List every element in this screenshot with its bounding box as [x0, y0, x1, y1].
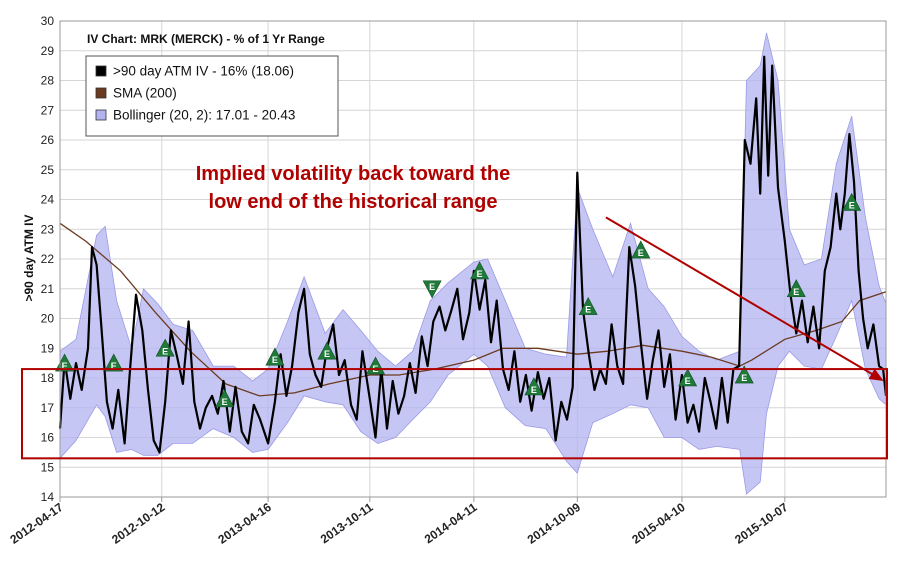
earnings-marker-label: E: [222, 397, 228, 407]
earnings-marker: E: [524, 377, 544, 396]
earnings-marker-label: E: [62, 361, 68, 371]
earnings-marker-triangle: [678, 368, 698, 387]
y-tick-label: 26: [41, 133, 55, 147]
annotation-arrow-line: [605, 216, 875, 376]
annotation-text: Implied volatility back toward the: [196, 163, 511, 185]
sma-line: [59, 222, 887, 397]
highlight-box: [21, 368, 888, 460]
annotation-arrow-head: [868, 368, 884, 381]
y-tick-label: 16: [41, 431, 55, 445]
y-tick-label: 28: [41, 74, 55, 88]
earnings-marker-triangle: [422, 280, 442, 299]
earnings-marker-label: E: [793, 287, 799, 297]
legend-label: >90 day ATM IV - 16% (18.06): [113, 64, 294, 79]
earnings-marker: E: [155, 338, 175, 357]
iv-series: [58, 55, 888, 454]
earnings-marker: E: [215, 389, 235, 408]
earnings-marker-triangle: [524, 377, 544, 396]
y-tick-label: 18: [41, 371, 55, 385]
earnings-marker-label: E: [585, 305, 591, 315]
earnings-marker-triangle: [265, 347, 285, 366]
earnings-marker: E: [631, 240, 651, 259]
legend-swatch: [95, 65, 107, 77]
earnings-marker-label: E: [741, 373, 747, 383]
earnings-marker-label: E: [324, 349, 330, 359]
earnings-marker-label: E: [477, 269, 483, 279]
earnings-marker-label: E: [272, 355, 278, 365]
legend: >90 day ATM IV - 16% (18.06) SMA (200) Bol…: [85, 55, 339, 137]
earnings-marker-triangle: [155, 338, 175, 357]
x-axis-ticks: 2012-04-17 2012-10-12 2013-04-16 2013-10-11…: [7, 500, 790, 547]
y-tick-label: 30: [41, 14, 55, 28]
earnings-marker-triangle: [470, 261, 490, 280]
y-tick-label: 24: [41, 193, 55, 207]
earnings-marker: E: [265, 347, 285, 366]
earnings-marker-triangle: [317, 341, 337, 360]
y-tick-label: 27: [41, 103, 55, 117]
earnings-marker-triangle: [842, 192, 862, 211]
x-tick-label: 2012-04-17: [7, 500, 66, 547]
earnings-marker: E: [734, 365, 754, 384]
earnings-marker-label: E: [111, 361, 117, 371]
sma-series: [59, 222, 887, 397]
x-tick-label: 2014-04-11: [422, 500, 480, 546]
earnings-marker-triangle: [215, 389, 235, 408]
x-tick-label: 2013-04-16: [215, 500, 274, 547]
earnings-marker-triangle: [631, 240, 651, 259]
y-axis-label: >90 day ATM IV: [22, 214, 36, 301]
legend-swatch: [95, 87, 107, 99]
y-tick-label: 15: [41, 460, 55, 474]
earnings-marker-label: E: [162, 346, 168, 356]
earnings-marker: E: [842, 192, 862, 211]
earnings-marker: E: [678, 368, 698, 387]
y-tick-label: 25: [41, 163, 55, 177]
earnings-marker: E: [578, 296, 598, 315]
earnings-marker: E: [786, 279, 806, 298]
x-tick-label: 2014-10-09: [525, 500, 584, 547]
y-tick-label: 19: [41, 341, 55, 355]
earnings-marker-label: E: [638, 248, 644, 258]
legend-box: [85, 55, 339, 137]
y-axis-ticks: 14 15 16 17 18 19 20 21 22 23 24 25 26 27 28 29 30: [41, 14, 55, 504]
y-tick-label: 17: [41, 401, 55, 415]
earnings-marker-label: E: [531, 385, 537, 395]
annotation: Implied volatility back toward the low en…: [21, 163, 888, 460]
plot-frame: [59, 20, 887, 498]
earnings-marker: E: [422, 280, 442, 299]
legend-label: SMA (200): [113, 86, 177, 101]
y-tick-label: 14: [41, 490, 55, 504]
earnings-marker-label: E: [685, 376, 691, 386]
y-tick-label: 29: [41, 44, 55, 58]
chart-title: IV Chart: MRK (MERCK) - % of 1 Yr Range: [87, 32, 325, 46]
y-tick-label: 21: [41, 282, 55, 296]
y-tick-label: 20: [41, 312, 55, 326]
y-tick-label: 23: [41, 222, 55, 236]
x-tick-label: 2015-04-10: [629, 500, 688, 547]
x-tick-label: 2012-10-12: [109, 500, 168, 547]
earnings-marker-triangle: [786, 279, 806, 298]
earnings-marker-triangle: [734, 365, 754, 384]
legend-label: Bollinger (20, 2): 17.01 - 20.43: [113, 108, 295, 123]
iv-line: [58, 55, 888, 454]
earnings-marker: E: [470, 261, 490, 280]
y-tick-label: 22: [41, 252, 55, 266]
earnings-marker-label: E: [429, 282, 435, 292]
annotation-text: low end of the historical range: [209, 191, 498, 213]
earnings-marker: E: [104, 353, 124, 372]
x-tick-label: 2015-10-07: [732, 500, 791, 547]
earnings-marker: E: [317, 341, 337, 360]
earnings-marker-triangle: [104, 353, 124, 372]
earnings-marker-label: E: [849, 200, 855, 210]
legend-swatch: [95, 109, 107, 121]
earnings-marker-triangle: [578, 296, 598, 315]
x-tick-label: 2013-10-11: [318, 500, 376, 546]
